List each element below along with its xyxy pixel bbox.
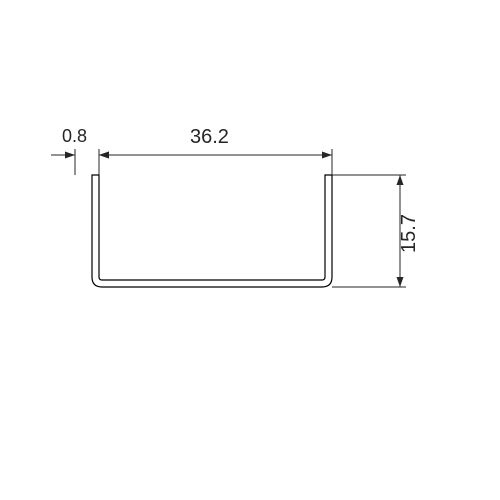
- arrowhead: [99, 152, 109, 159]
- arrowhead: [322, 152, 332, 159]
- dimension-height-label: 15.7: [398, 214, 421, 253]
- dimension-width-label: 36.2: [190, 126, 229, 149]
- arrowhead: [397, 175, 404, 185]
- dimension-thickness-label: 0.8: [62, 126, 87, 147]
- arrowhead: [65, 152, 75, 159]
- channel-profile: [92, 175, 332, 287]
- arrowhead: [397, 277, 404, 287]
- drawing-canvas: 0.8 36.2 15.7: [0, 0, 500, 500]
- drawing-svg: [0, 0, 500, 500]
